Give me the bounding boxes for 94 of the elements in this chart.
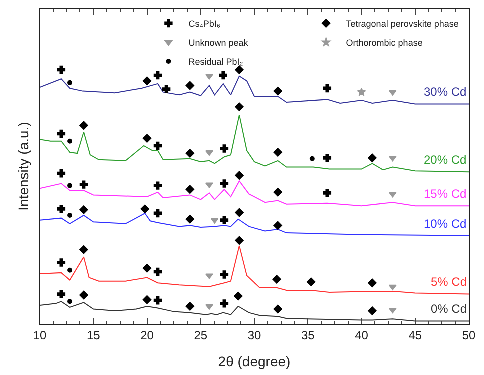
point — [274, 221, 282, 230]
point — [142, 76, 152, 86]
point — [323, 189, 332, 198]
point — [388, 156, 397, 162]
point — [220, 144, 229, 153]
point — [323, 154, 332, 162]
x-tick-label: 35 — [301, 328, 316, 342]
series-label: 0% Cd — [431, 302, 468, 316]
point — [206, 74, 214, 80]
x-tick-label: 25 — [194, 328, 208, 342]
point — [142, 134, 152, 143]
point — [357, 88, 366, 96]
point — [68, 183, 73, 188]
point — [388, 308, 397, 314]
point — [80, 206, 88, 214]
point — [220, 180, 229, 188]
point — [206, 274, 214, 280]
x-tick-label: 40 — [355, 328, 369, 342]
point — [272, 275, 282, 284]
legend-label: Orthorombic phase — [346, 38, 423, 48]
point — [68, 213, 73, 218]
point — [219, 71, 228, 80]
point — [210, 218, 219, 224]
point — [68, 299, 73, 304]
x-tick-label: 45 — [408, 328, 422, 342]
legend-label: Tetragonal perovskite phase — [346, 19, 459, 30]
point — [154, 209, 162, 218]
legend-label: Residual PbI₂ — [188, 57, 244, 68]
point — [186, 214, 195, 224]
point — [220, 270, 229, 279]
point — [368, 306, 377, 316]
point — [235, 171, 244, 180]
point — [57, 130, 66, 138]
series-label: 5% Cd — [431, 275, 468, 289]
point — [306, 278, 316, 286]
series-label: 15% Cd — [424, 187, 467, 201]
point — [186, 81, 195, 90]
point — [220, 300, 229, 308]
point — [323, 84, 332, 93]
point — [388, 192, 397, 198]
point — [57, 170, 66, 178]
point — [80, 245, 88, 254]
point — [68, 138, 73, 144]
point — [206, 304, 214, 310]
point — [206, 182, 214, 188]
point — [274, 188, 282, 197]
point — [186, 185, 195, 194]
point — [162, 85, 171, 94]
point — [274, 304, 282, 314]
point — [154, 268, 162, 276]
point — [235, 208, 244, 218]
point — [220, 216, 229, 224]
point — [310, 156, 315, 162]
point — [154, 182, 162, 190]
point — [234, 292, 243, 301]
series-label: 20% Cd — [424, 153, 467, 167]
point — [274, 86, 282, 96]
point — [368, 154, 377, 163]
point — [235, 236, 244, 246]
point — [140, 204, 150, 214]
point — [368, 278, 377, 288]
point — [142, 295, 152, 304]
series-label: 30% Cd — [424, 85, 467, 99]
x-tick-label: 15 — [86, 328, 101, 342]
point — [57, 258, 66, 267]
point — [154, 296, 162, 305]
point — [388, 90, 397, 96]
point — [154, 142, 162, 150]
point — [235, 66, 244, 74]
point — [235, 102, 244, 112]
x-tick-label: 30 — [248, 328, 262, 342]
x-axis-title: 2θ (degree) — [218, 354, 291, 370]
point — [142, 264, 152, 273]
legend-label: Unknown peak — [188, 38, 249, 48]
series-label: 10% Cd — [424, 217, 467, 231]
x-tick-label: 10 — [33, 328, 47, 342]
point — [206, 150, 214, 156]
point — [186, 302, 195, 311]
x-tick-label: 20 — [140, 328, 154, 342]
point — [80, 180, 88, 189]
y-axis-title: Intensity (a.u.) — [16, 122, 32, 211]
point — [154, 71, 162, 80]
point — [186, 149, 195, 158]
point — [57, 290, 66, 298]
x-tick-label: 50 — [462, 328, 476, 342]
point — [57, 205, 66, 214]
point — [68, 80, 73, 86]
point — [80, 121, 88, 130]
point — [57, 66, 66, 74]
point — [388, 284, 397, 290]
legend-label: Cs₄PbI₆ — [188, 19, 221, 30]
point — [274, 148, 282, 157]
point — [68, 268, 73, 273]
point — [80, 290, 88, 300]
